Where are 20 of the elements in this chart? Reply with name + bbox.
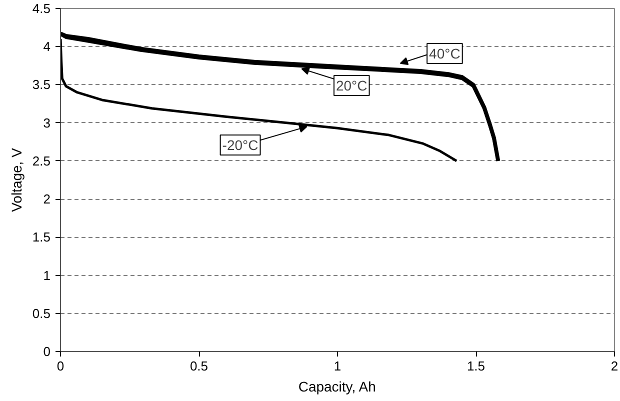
y-tick-label: 2.5 [32,153,51,168]
x-tick-label: 2 [610,358,618,374]
annotation: 20°C [336,77,368,94]
x-tick-label: 0 [56,358,64,374]
y-tick-label: 4.5 [32,1,51,16]
x-tick-label: 0.5 [190,358,208,374]
y-tick-label: 2 [43,192,51,207]
y-axis-title: Voltage, V [8,147,24,212]
annotation: 40°C [429,45,460,62]
y-tick-label: 1.5 [32,230,51,245]
x-tick-label: 1 [334,358,342,374]
y-tick-label: 3 [43,115,51,130]
y-tick-label: 4 [43,39,51,54]
x-tick-label: 1.5 [466,358,486,374]
y-tick-label: 3.5 [32,77,51,92]
y-tick-label: 1 [43,268,51,283]
y-tick-label: 0 [43,344,51,359]
y-tick-label: 0.5 [32,306,51,321]
x-axis-title: Capacity, Ah [298,378,376,394]
annotation: -20°C [222,136,258,153]
